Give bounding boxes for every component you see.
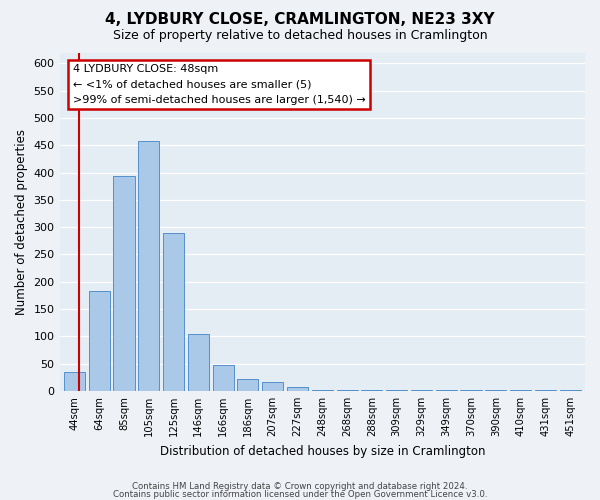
Y-axis label: Number of detached properties: Number of detached properties — [15, 128, 28, 314]
Bar — [312, 390, 333, 391]
Bar — [113, 176, 134, 391]
Bar — [337, 390, 358, 391]
Bar — [485, 390, 506, 391]
Text: Contains public sector information licensed under the Open Government Licence v3: Contains public sector information licen… — [113, 490, 487, 499]
Bar — [460, 390, 482, 391]
Bar — [386, 390, 407, 391]
X-axis label: Distribution of detached houses by size in Cramlington: Distribution of detached houses by size … — [160, 444, 485, 458]
Bar — [188, 334, 209, 391]
Bar — [64, 372, 85, 391]
Bar — [238, 380, 259, 391]
Text: 4, LYDBURY CLOSE, CRAMLINGTON, NE23 3XY: 4, LYDBURY CLOSE, CRAMLINGTON, NE23 3XY — [105, 12, 495, 28]
Bar — [262, 382, 283, 391]
Bar — [535, 390, 556, 391]
Bar — [411, 390, 432, 391]
Text: Contains HM Land Registry data © Crown copyright and database right 2024.: Contains HM Land Registry data © Crown c… — [132, 482, 468, 491]
Bar — [138, 142, 160, 391]
Bar — [560, 390, 581, 391]
Bar — [287, 386, 308, 391]
Bar — [510, 390, 531, 391]
Bar — [163, 232, 184, 391]
Text: Size of property relative to detached houses in Cramlington: Size of property relative to detached ho… — [113, 29, 487, 42]
Bar — [89, 291, 110, 391]
Bar — [212, 364, 233, 391]
Bar — [361, 390, 382, 391]
Text: 4 LYDBURY CLOSE: 48sqm
← <1% of detached houses are smaller (5)
>99% of semi-det: 4 LYDBURY CLOSE: 48sqm ← <1% of detached… — [73, 64, 365, 104]
Bar — [436, 390, 457, 391]
